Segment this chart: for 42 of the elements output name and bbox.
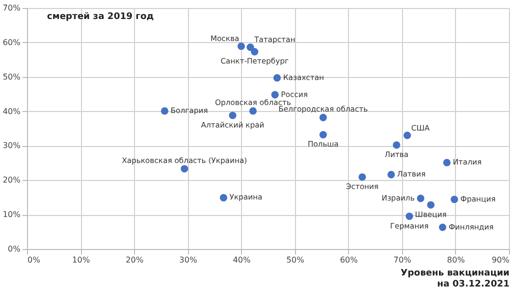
x-tick-label: 20%	[126, 256, 144, 264]
point	[406, 212, 414, 220]
y-tick-label: 50%	[2, 72, 21, 82]
point	[427, 201, 435, 209]
y-axis-title: смертей за 2019 год	[47, 12, 154, 22]
x-tick-label: 80%	[447, 256, 466, 264]
point	[220, 194, 228, 202]
y-tick-label: 0%	[8, 244, 21, 254]
point	[249, 107, 257, 115]
x-tick-label: 50%	[286, 256, 305, 264]
y-tick-label: 60%	[2, 38, 21, 47]
point	[416, 194, 424, 202]
point	[404, 132, 411, 140]
point	[228, 112, 236, 120]
x-tick-label: 60%	[340, 256, 358, 264]
x-tick-label: 40%	[232, 256, 252, 264]
point	[246, 44, 254, 51]
point	[443, 158, 451, 166]
y-tick-label: 40%	[2, 106, 21, 116]
x-tick-label: 70%	[394, 256, 412, 264]
x-tick-label: 90%	[492, 256, 510, 264]
point	[273, 74, 281, 82]
point	[392, 141, 400, 149]
point	[319, 114, 327, 122]
y-tick-label: 10%	[2, 210, 21, 220]
y-tick-label: 70%	[2, 4, 21, 12]
point	[450, 196, 458, 204]
point	[387, 170, 395, 178]
point	[319, 130, 327, 138]
y-tick-label: 20%	[2, 176, 21, 185]
point	[250, 48, 258, 56]
point	[438, 224, 446, 232]
x-axis-title: Уровень вакцинации на 03.12.2021	[400, 268, 510, 290]
x-tick-label: 10%	[72, 256, 90, 264]
y-tick-label: 30%	[2, 141, 21, 150]
point	[160, 107, 168, 115]
x-tick-label: 0%	[28, 256, 41, 264]
x-tick-label: 30%	[179, 256, 198, 264]
point	[238, 42, 245, 50]
point	[358, 173, 366, 181]
point	[180, 165, 188, 172]
point	[271, 91, 279, 98]
